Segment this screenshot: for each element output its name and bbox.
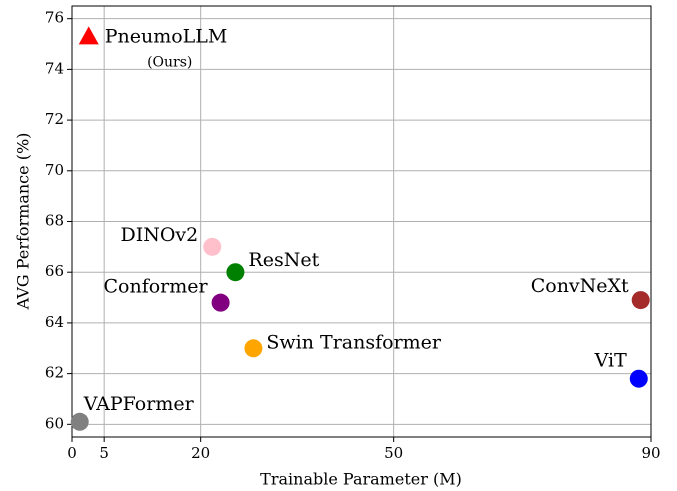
x-tick-label: 20 [191,444,210,462]
y-tick-label: 70 [45,161,64,179]
x-axis-label: Trainable Parameter (M) [260,470,462,489]
point-label: VAPFormer [83,393,195,415]
point-label: ResNet [248,249,319,271]
point-label: ConvNeXt [531,275,629,297]
y-tick-label: 72 [45,110,64,128]
point [203,237,222,256]
point [211,293,230,312]
plot-frame [71,5,652,438]
x-tick-label: 50 [384,444,403,462]
y-tick-label: 76 [45,9,64,27]
point-label: Conformer [103,276,208,298]
y-tick-label: 60 [45,414,64,432]
point-label: ViT [594,350,627,372]
y-tick-label: 64 [45,313,64,331]
y-tick-label: 66 [45,262,64,280]
point [226,263,245,282]
annotation: (Ours) [147,54,192,70]
point-label: Swin Transformer [266,331,442,353]
point [70,412,89,431]
x-tick-label: 5 [99,444,109,462]
point [629,369,648,388]
x-tick-label: 90 [641,444,660,462]
x-tick-label: 0 [67,444,77,462]
point [78,26,99,45]
y-tick-label: 74 [45,59,64,77]
point [631,291,650,310]
y-tick-label: 68 [45,212,64,230]
y-axis-label: AVG Performance (%) [14,133,33,311]
point-label: PneumoLLM [105,25,228,47]
point [244,339,263,358]
point-label: DINOv2 [120,224,198,246]
y-tick-label: 62 [45,364,64,382]
